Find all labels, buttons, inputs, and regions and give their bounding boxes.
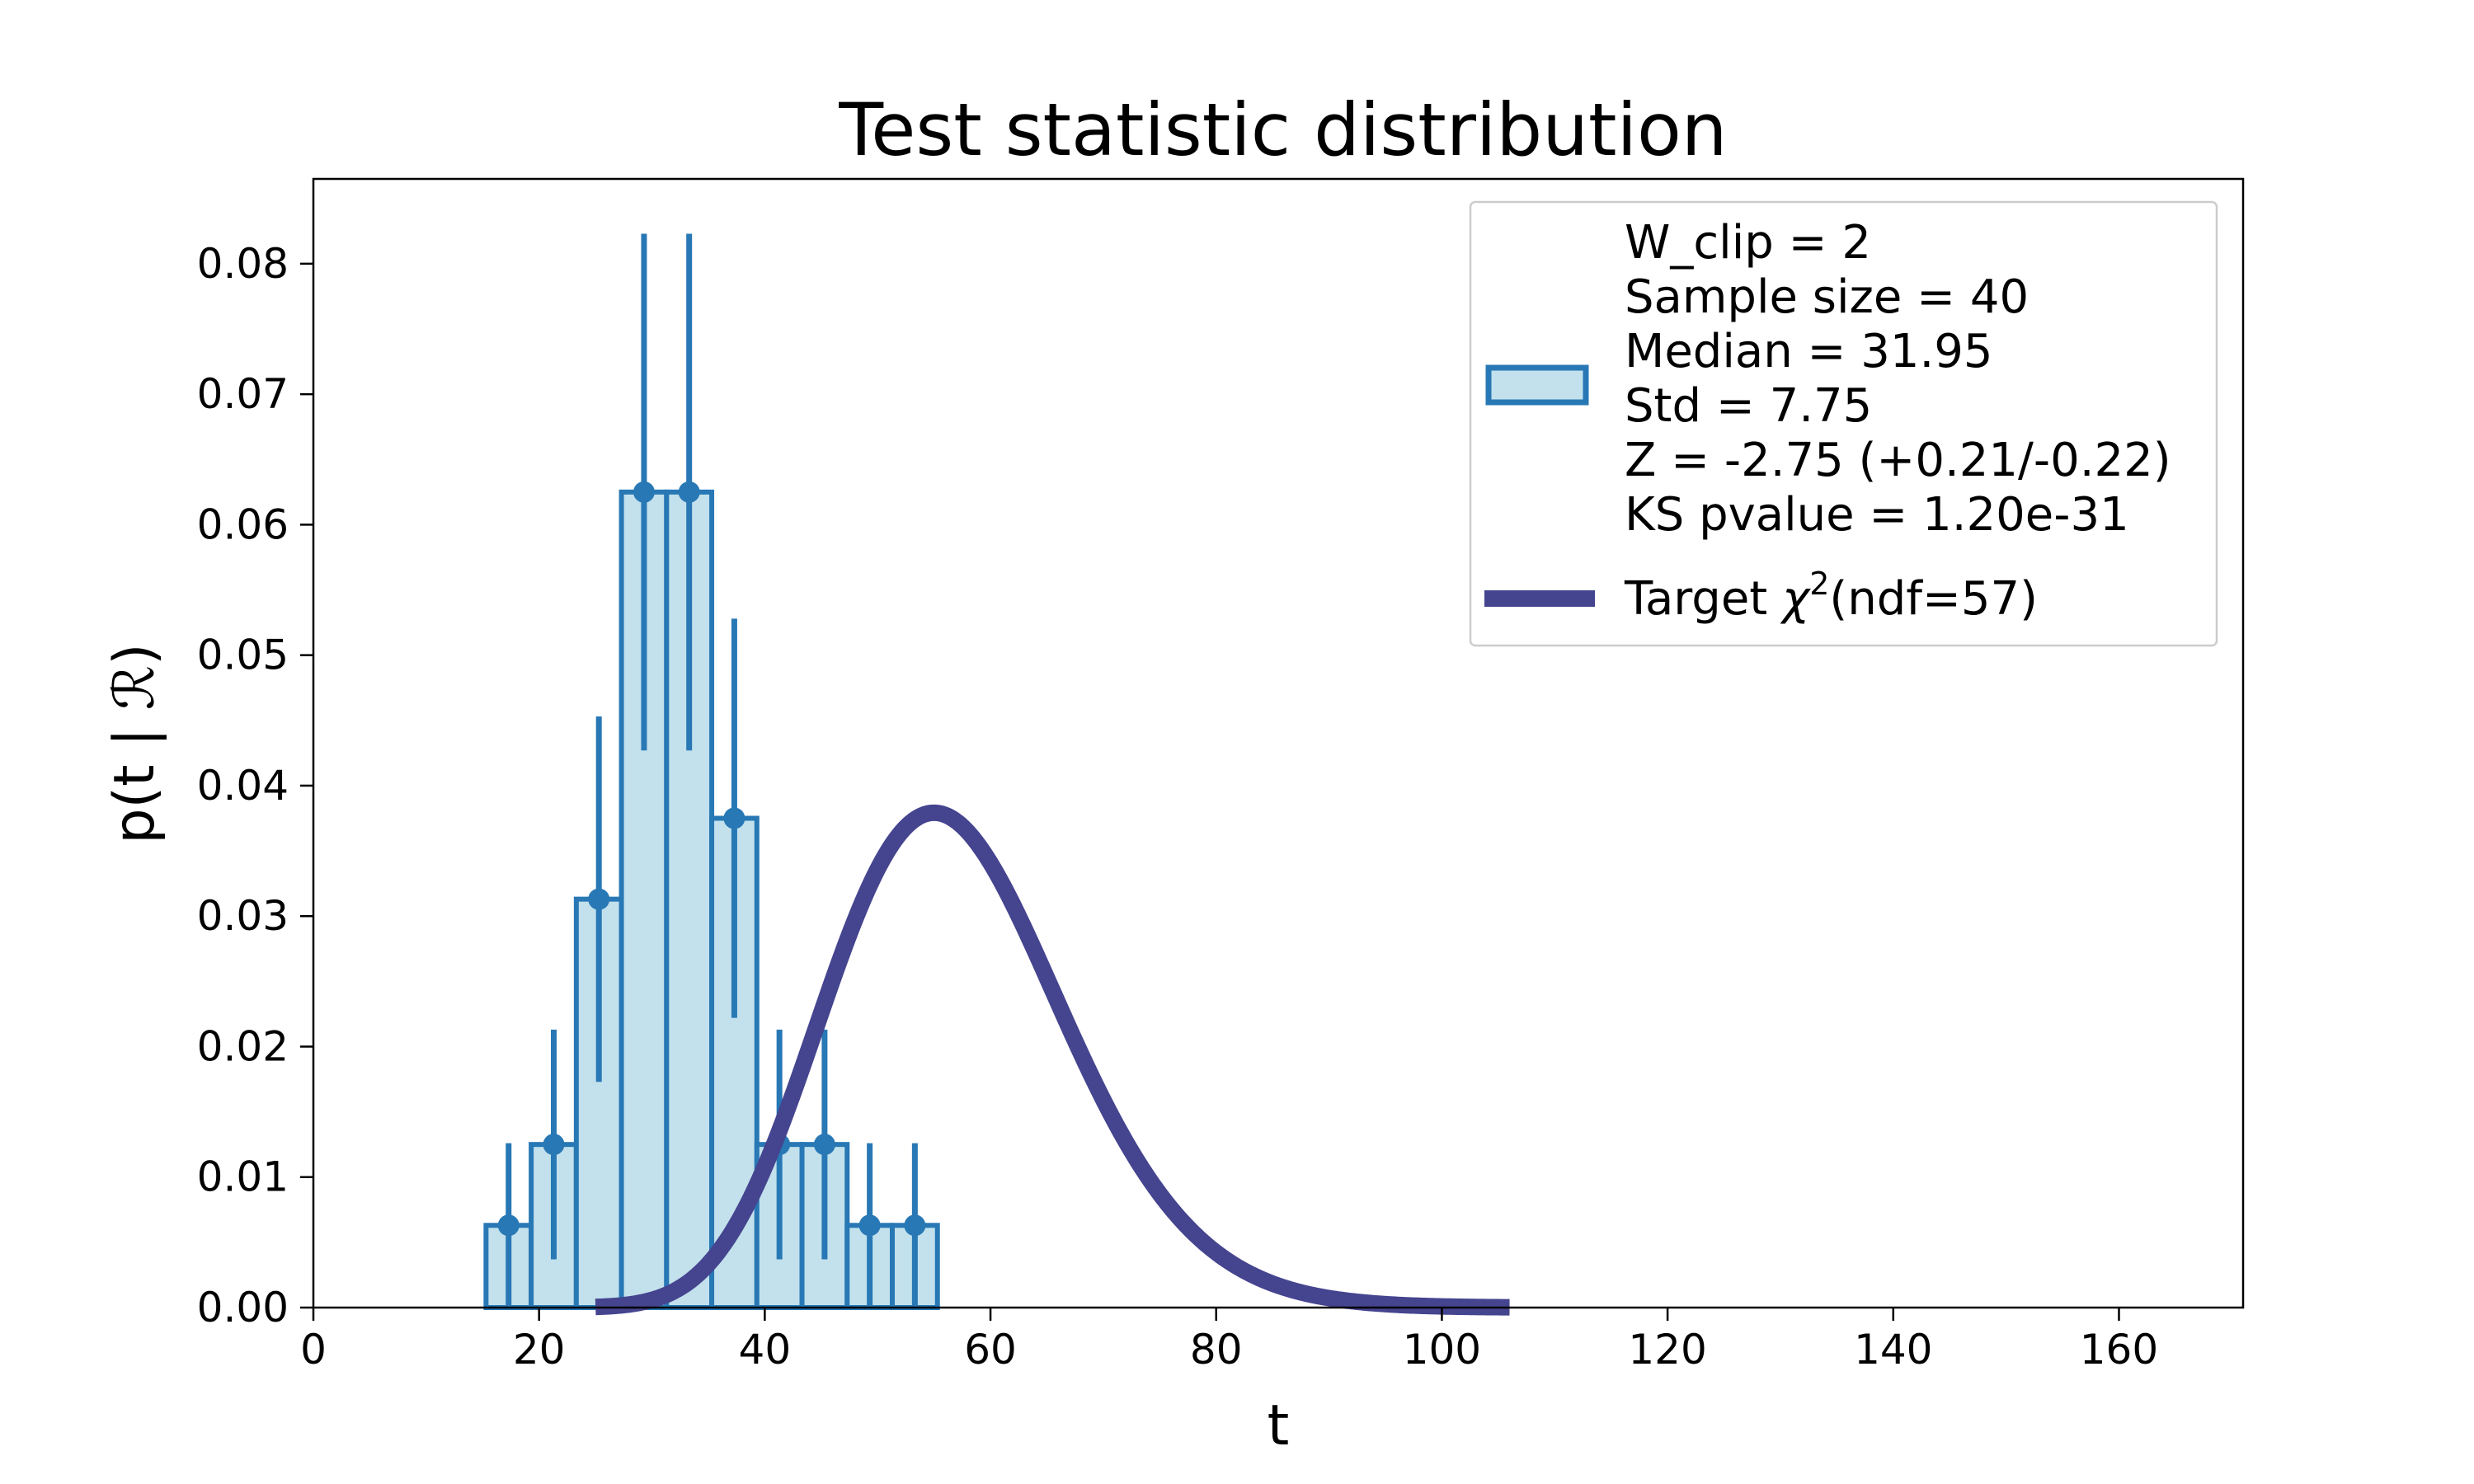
chart-title: Test statistic distribution (838, 87, 1727, 172)
plot-frame (312, 177, 2245, 1309)
data-point (588, 888, 610, 910)
x-tick-label: 60 (964, 1326, 1017, 1374)
data-point (497, 1214, 520, 1237)
y-tick-label: 0.03 (197, 892, 289, 940)
y-tick-label: 0.05 (197, 632, 289, 679)
legend-line-wclip: W_clip = 2 (1625, 216, 1871, 270)
x-tick-label: 20 (513, 1326, 566, 1374)
data-point (858, 1214, 881, 1237)
y-tick-label: 0.08 (197, 240, 289, 288)
legend-line-z: Z = -2.75 (+0.21/-0.22) (1625, 434, 2171, 487)
legend-line-std: Std = 7.75 (1625, 379, 1872, 433)
y-tick-label: 0.01 (197, 1153, 289, 1201)
legend-line-ks-pvalue: KS pvalue = 1.20e-31 (1625, 488, 2129, 542)
x-tick-label: 80 (1190, 1326, 1243, 1374)
legend-curve-suffix: (ndf=57) (1829, 572, 2038, 626)
y-tick-label: 0.06 (197, 500, 289, 548)
x-tick-label: 100 (1403, 1326, 1481, 1374)
legend-curve-symbol: χ (1780, 572, 1811, 626)
x-axis-label: t (1268, 1393, 1290, 1458)
x-tick-label: 140 (1854, 1326, 1932, 1374)
legend-histogram-swatch (1485, 364, 1589, 406)
y-tick-label: 0.02 (197, 1022, 289, 1070)
x-tick-label: 160 (2080, 1326, 2158, 1374)
x-tick-label: 0 (300, 1326, 327, 1374)
data-point (678, 481, 700, 503)
legend-box (1469, 200, 2218, 647)
y-axis-label: p(t | ℛ) (102, 643, 167, 843)
legend-curve-superscript: 2 (1809, 566, 1829, 602)
data-point (813, 1134, 835, 1156)
target-chi2-curve (589, 804, 1516, 1316)
axis-ticks-layer: 0 20 40 60 80 100 120 140 160 0.00 0.01 0.02 0.03 0.0… (197, 240, 2159, 1374)
y-tick-label: 0.00 (197, 1284, 289, 1331)
legend-line-sample-size: Sample size = 40 (1625, 270, 2029, 324)
data-point (633, 481, 655, 503)
y-tick-label: 0.07 (197, 370, 289, 418)
legend-curve-label: Target χ2(ndf=57) (1624, 566, 2038, 626)
data-point (543, 1134, 565, 1156)
legend: W_clip = 2 Sample size = 40 Median = 31.… (1469, 200, 2218, 647)
target-curve-layer (589, 804, 1516, 1316)
legend-line-median: Median = 31.95 (1625, 325, 1993, 378)
data-point (904, 1214, 926, 1237)
legend-curve-prefix: Target (1624, 572, 1782, 626)
error-bars-layer (497, 233, 926, 1308)
data-point (723, 807, 745, 829)
x-tick-label: 40 (739, 1326, 792, 1374)
y-tick-label: 0.04 (197, 762, 289, 810)
x-tick-label: 120 (1628, 1326, 1706, 1374)
